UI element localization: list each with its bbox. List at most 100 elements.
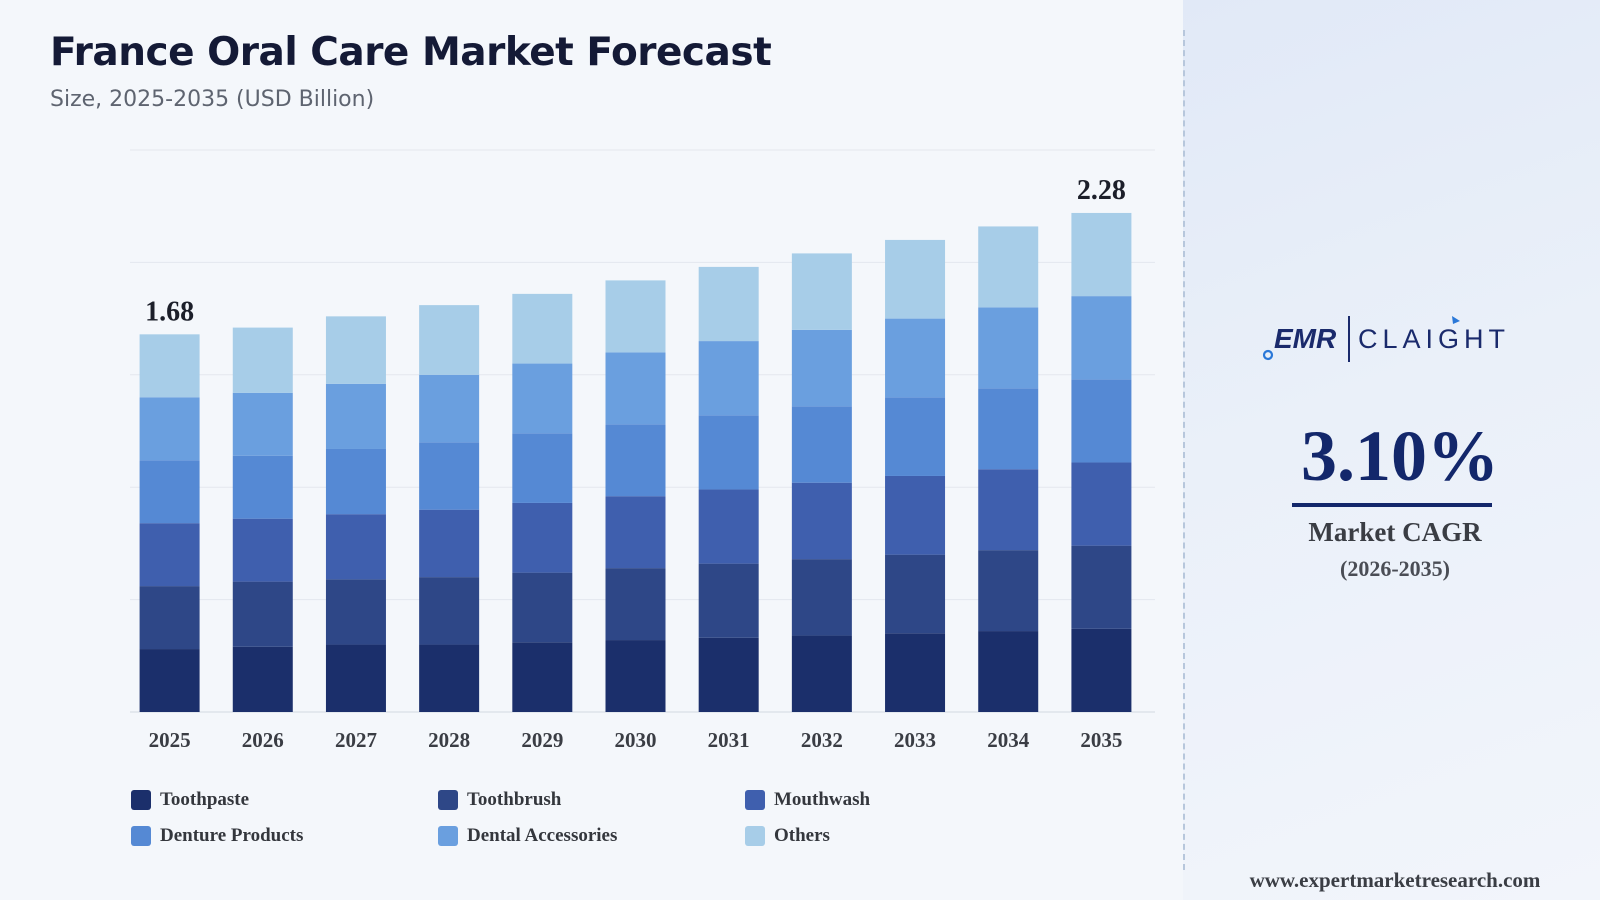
legend-item: Others	[745, 825, 1052, 846]
bar-segment-others	[512, 293, 573, 364]
bar-segment-toothpaste	[978, 631, 1039, 712]
bar-segment-dental-accessories	[512, 363, 573, 434]
x-tick-label: 2026	[242, 728, 284, 752]
data-label-total: 1.68	[145, 296, 194, 327]
bar-segment-mouthwash	[791, 482, 852, 560]
bar-segment-dental-accessories	[1071, 296, 1132, 380]
bar-segment-denture-products	[885, 397, 946, 476]
x-tick-label: 2031	[708, 728, 750, 752]
legend-label: Dental Accessories	[467, 825, 618, 846]
logo-emr-text: EMR	[1274, 323, 1337, 354]
bar-segment-dental-accessories	[791, 329, 852, 407]
bar-segment-others	[419, 305, 480, 375]
bar-segment-others	[139, 334, 200, 398]
bar-segment-others	[791, 253, 852, 330]
bar-segment-mouthwash	[885, 475, 946, 555]
bar-segment-denture-products	[512, 433, 573, 503]
bar-segment-mouthwash	[232, 518, 293, 582]
x-tick-label: 2027	[335, 728, 377, 752]
bar-segment-dental-accessories	[605, 352, 666, 425]
bar-segment-mouthwash	[325, 514, 386, 580]
bar-segment-toothbrush	[698, 563, 759, 638]
chart-legend: Toothpaste Toothbrush Mouthwash Denture Pro…	[131, 789, 1061, 846]
logo-ring-icon	[1262, 349, 1274, 361]
bar-segment-others	[605, 280, 666, 353]
legend-label: Toothpaste	[160, 789, 250, 810]
bar-segment-toothbrush	[791, 559, 852, 636]
bar-segment-denture-products	[978, 388, 1039, 470]
bar-segment-mouthwash	[419, 509, 480, 578]
logo-arrow-icon	[1452, 316, 1460, 324]
bar-segment-toothpaste	[698, 637, 759, 712]
bar-segment-toothbrush	[139, 586, 200, 650]
bar-segment-others	[978, 226, 1039, 308]
bar-segment-others	[885, 239, 946, 319]
emr-claight-logo: EMR CLAIGHT	[1262, 316, 1510, 362]
legend-label: Toothbrush	[467, 789, 562, 810]
legend-item: Toothpaste	[131, 789, 438, 810]
bar-segment-toothpaste	[791, 635, 852, 712]
data-label-total: 2.28	[1077, 175, 1126, 206]
x-tick-label: 2030	[615, 728, 657, 752]
bar-segment-toothpaste	[885, 633, 946, 712]
legend-label: Others	[774, 825, 830, 846]
bar-segment-mouthwash	[605, 496, 666, 569]
bar-segment-toothbrush	[605, 568, 666, 641]
legend-swatch	[745, 790, 765, 810]
x-tick-label: 2033	[894, 728, 936, 752]
bar-segment-toothpaste	[605, 640, 666, 712]
bar-segment-dental-accessories	[698, 341, 759, 416]
legend-item: Denture Products	[131, 825, 438, 846]
bar-segment-denture-products	[232, 455, 293, 519]
bar-segment-toothpaste	[232, 646, 293, 712]
bar-segment-toothpaste	[419, 644, 480, 712]
legend-swatch	[438, 790, 458, 810]
bar-segment-mouthwash	[978, 469, 1039, 551]
x-tick-label: 2034	[987, 728, 1030, 752]
bar-segment-denture-products	[325, 448, 386, 515]
bar-segment-toothbrush	[978, 550, 1039, 632]
bar-segment-toothbrush	[419, 577, 480, 645]
legend-item: Mouthwash	[745, 789, 1052, 810]
legend-label: Denture Products	[160, 825, 304, 846]
bar-segment-dental-accessories	[139, 397, 200, 461]
x-tick-label: 2029	[521, 728, 563, 752]
bar-segment-mouthwash	[139, 523, 200, 587]
bar-segment-toothpaste	[1071, 628, 1132, 712]
cagr-underline	[1292, 503, 1492, 507]
bar-segment-toothbrush	[512, 572, 573, 643]
x-tick-label: 2032	[801, 728, 843, 752]
x-tick-label: 2035	[1080, 728, 1122, 752]
legend-label: Mouthwash	[774, 789, 871, 810]
bar-segment-dental-accessories	[325, 383, 386, 449]
legend-item: Toothbrush	[438, 789, 745, 810]
bar-segment-dental-accessories	[419, 374, 480, 443]
bar-segment-mouthwash	[698, 489, 759, 564]
bar-segment-dental-accessories	[885, 318, 946, 398]
bar-segment-mouthwash	[512, 502, 573, 573]
bar-segment-toothbrush	[885, 554, 946, 634]
cagr-value: 3.10%	[1301, 416, 1499, 496]
bar-segment-mouthwash	[1071, 462, 1132, 546]
logo-claight-text: CLAIGHT	[1358, 324, 1510, 354]
bar-segment-toothpaste	[325, 644, 386, 712]
legend-swatch	[131, 826, 151, 846]
legend-swatch	[745, 826, 765, 846]
bar-segment-others	[232, 327, 293, 393]
bar-segment-toothpaste	[139, 649, 200, 712]
bar-segment-dental-accessories	[232, 392, 293, 456]
website-url[interactable]: www.expertmarketresearch.com	[1249, 868, 1541, 892]
x-tick-label: 2025	[149, 728, 191, 752]
bar-segment-toothbrush	[232, 581, 293, 647]
cagr-period: (2026-2035)	[1340, 556, 1450, 581]
panel-divider	[1183, 30, 1185, 870]
stacked-bar-chart: 1.68 2.28 2025 2026 2027 2028 2029 2030 2031 203…	[130, 149, 1155, 752]
chart-subtitle: Size, 2025-2035 (USD Billion)	[50, 87, 375, 112]
bar-segment-toothbrush	[1071, 545, 1132, 629]
x-tick-label: 2028	[428, 728, 470, 752]
summary-panel	[1183, 0, 1600, 900]
bar-segment-denture-products	[698, 415, 759, 490]
bar-segment-toothbrush	[325, 579, 386, 645]
bar-segment-others	[325, 316, 386, 384]
bar-segment-denture-products	[605, 424, 666, 497]
